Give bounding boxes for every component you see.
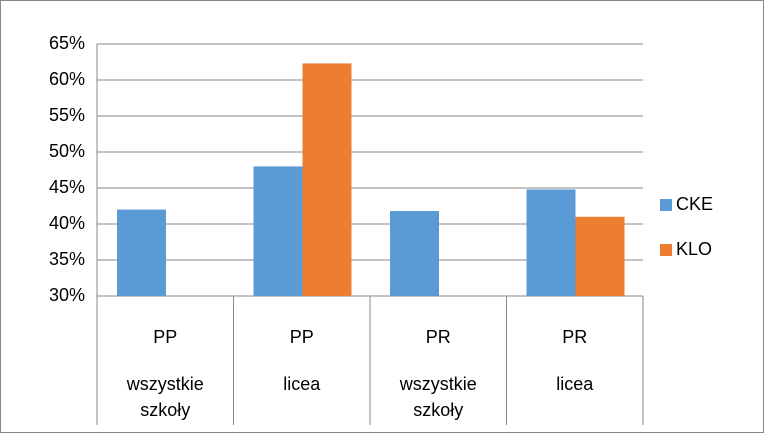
- x-tick-sublabel: wszystkie szkoły: [399, 374, 477, 420]
- bar: [390, 211, 439, 296]
- x-tick-label: PR: [562, 327, 588, 347]
- legend-swatch: [660, 199, 672, 211]
- bar: [526, 189, 576, 296]
- y-tick-label: 50%: [49, 141, 85, 161]
- bar: [575, 216, 625, 296]
- y-tick-label: 35%: [49, 249, 85, 269]
- y-tick-label: 55%: [49, 105, 85, 125]
- x-tick-label: PR: [425, 327, 451, 347]
- y-tick-label: 65%: [49, 33, 85, 53]
- legend-label: KLO: [676, 239, 712, 259]
- y-tick-label: 40%: [49, 213, 85, 233]
- x-tick-label: PP: [153, 327, 178, 347]
- y-tick-label: 30%: [49, 285, 85, 305]
- y-tick-label: 60%: [49, 69, 85, 89]
- x-tick-sublabel: wszystkie szkoły: [126, 374, 204, 420]
- bar: [117, 209, 166, 296]
- x-tick-label: PP: [289, 327, 314, 347]
- legend-label: CKE: [676, 194, 713, 214]
- x-tick-sublabel: licea: [283, 374, 321, 394]
- bar: [302, 63, 352, 296]
- y-tick-label: 45%: [49, 177, 85, 197]
- x-tick-sublabel: licea: [556, 374, 594, 394]
- legend-swatch: [660, 244, 672, 256]
- bar: [253, 166, 303, 296]
